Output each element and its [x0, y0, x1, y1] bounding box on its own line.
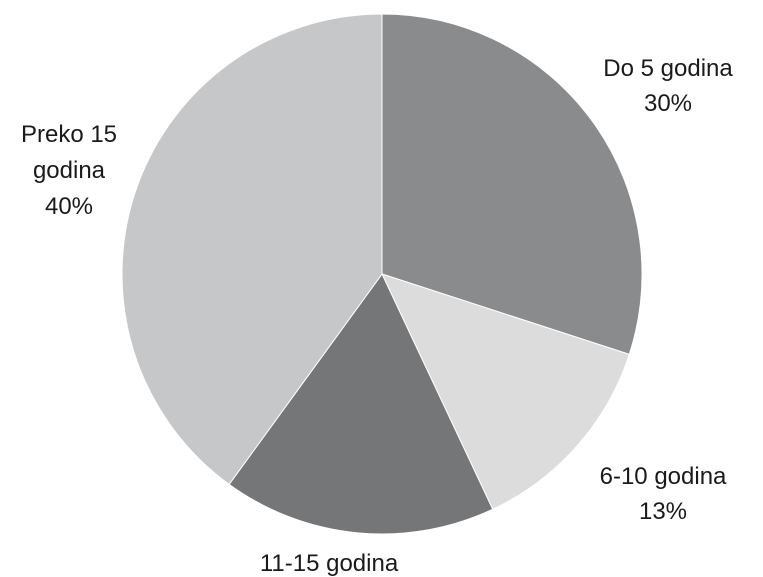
pie-slice-6-10-godina	[381, 273, 630, 510]
slice-label-preko-15-line2: godina	[33, 157, 106, 184]
slice-value-6-10-godina: 13%	[639, 498, 687, 525]
slice-label-do-5-godina: Do 5 godina	[603, 55, 733, 82]
slice-label-6-10-godina: 6-10 godina	[600, 463, 727, 490]
pie-slice-11-15-godina	[228, 273, 494, 535]
pie-slice-do-5-godina	[381, 13, 643, 355]
pie-slices	[121, 13, 643, 535]
pie-slice-preko-15-godina	[121, 13, 383, 486]
slice-value-do-5-godina: 30%	[644, 90, 692, 117]
slice-label-preko-15-line1: Preko 15	[21, 121, 117, 148]
slice-label-11-15-godina: 11-15 godina	[260, 550, 399, 577]
slice-value-preko-15: 40%	[45, 193, 93, 220]
